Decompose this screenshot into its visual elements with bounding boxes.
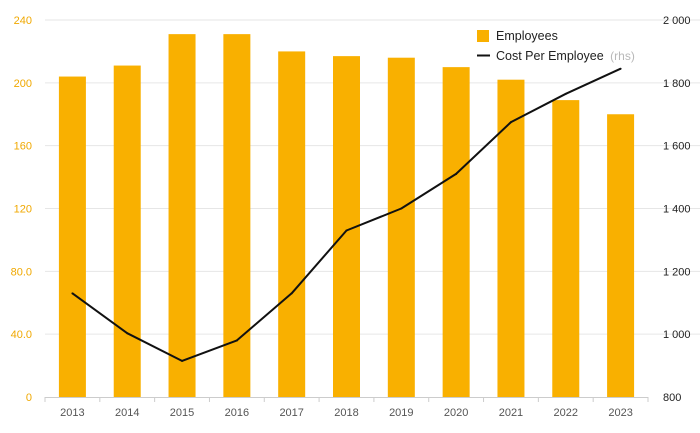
- y-right-tick-label: 1 800: [663, 78, 691, 90]
- line-point-2023: [619, 67, 622, 70]
- line-point-2014: [126, 332, 129, 335]
- x-tick-label-2014: 2014: [115, 407, 139, 419]
- y-left-tick-label: 80.0: [11, 266, 32, 278]
- legend-label-cost-per-employee: Cost Per Employee (rhs): [496, 49, 635, 63]
- legend-label-rhs-suffix: (rhs): [610, 49, 635, 63]
- x-tick-label-2023: 2023: [608, 407, 632, 419]
- y-right-tick-label: 1 200: [663, 266, 691, 278]
- bar-2019: [387, 57, 415, 397]
- bar-2020: [442, 67, 470, 397]
- bar-2021: [497, 79, 525, 398]
- y-right-tick-label: 800: [663, 392, 681, 404]
- x-tick-label-2013: 2013: [60, 407, 84, 419]
- y-axis-right: 800 1 000 1 200 1 400 1 600 1 800 2 000: [663, 15, 691, 404]
- line-point-2015: [181, 359, 184, 362]
- x-tick-label-2015: 2015: [170, 407, 194, 419]
- line-point-2016: [235, 339, 238, 342]
- x-tick-label-2018: 2018: [334, 407, 358, 419]
- x-tick-label-2022: 2022: [554, 407, 578, 419]
- x-axis: 2013 2014 2015 2016 2017 2018 2019 2020 2021 2022…: [44, 397, 649, 419]
- line-point-2021: [509, 121, 512, 124]
- line-point-2019: [400, 207, 403, 210]
- bar-series-employees: [58, 34, 635, 398]
- y-right-tick-label: 1 400: [663, 204, 691, 216]
- y-right-tick-label: 1 600: [663, 141, 691, 153]
- x-tick-label-2019: 2019: [389, 407, 413, 419]
- legend-label-cost-per-employee-name: Cost Per Employee: [496, 49, 604, 63]
- line-point-2020: [455, 172, 458, 175]
- bar-2023: [607, 114, 635, 397]
- y-left-tick-label: 200: [14, 78, 32, 90]
- bar-2014: [113, 65, 141, 397]
- y-right-tick-label: 2 000: [663, 15, 691, 27]
- bar-2016: [223, 34, 251, 397]
- gridlines: [45, 19, 700, 335]
- line-series-cost-per-employee: [71, 67, 622, 362]
- line-point-2022: [564, 92, 567, 95]
- y-left-tick-label: 240: [14, 15, 32, 27]
- x-tick-label-2017: 2017: [279, 407, 303, 419]
- y-left-tick-label: 120: [14, 204, 32, 216]
- line-point-2017: [290, 292, 293, 295]
- y-right-tick-label: 1 000: [663, 329, 691, 341]
- x-tick-label-2016: 2016: [225, 407, 249, 419]
- legend-label-employees: Employees: [496, 29, 558, 43]
- legend: Employees Cost Per Employee (rhs): [477, 29, 635, 63]
- line-point-2018: [345, 229, 348, 232]
- y-left-tick-label: 160: [14, 141, 32, 153]
- y-left-tick-label: 0: [26, 392, 32, 404]
- bar-2017: [278, 51, 306, 398]
- y-left-tick-label: 40.0: [11, 329, 32, 341]
- x-tick-label-2021: 2021: [499, 407, 523, 419]
- y-axis-left: 0 40.0 80.0 120 160 200 240: [11, 15, 32, 404]
- bar-2013: [58, 76, 86, 398]
- bar-2015: [168, 34, 196, 397]
- bar-2022: [552, 100, 580, 398]
- legend-swatch-employees: [477, 30, 489, 42]
- x-tick-label-2020: 2020: [444, 407, 468, 419]
- line-point-2013: [71, 292, 74, 295]
